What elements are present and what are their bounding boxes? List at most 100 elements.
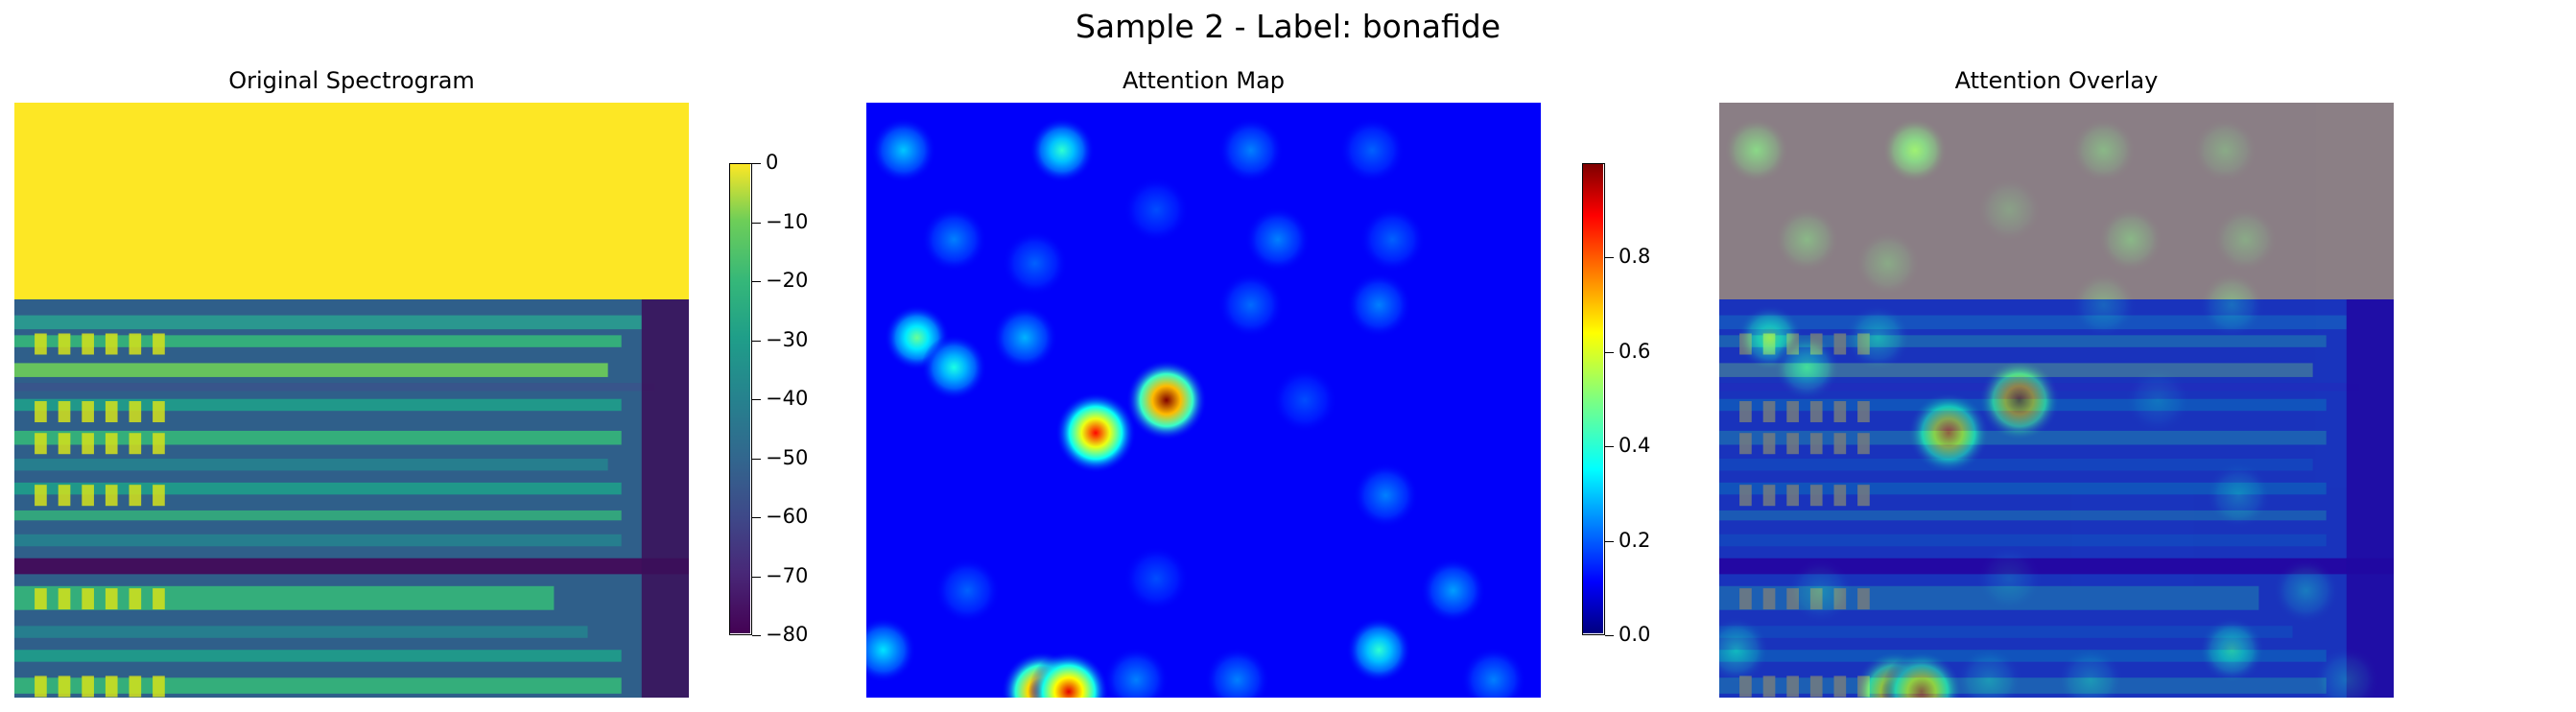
spectrogram-top-band xyxy=(1719,103,2394,299)
attention-hotspot xyxy=(921,206,987,273)
attention-hotspot xyxy=(1908,392,1990,474)
formant-1-0 xyxy=(1739,401,1752,423)
spectrogram-colorbar-tick xyxy=(752,576,761,578)
spectrogram-top-band xyxy=(14,103,689,299)
formant-1-4 xyxy=(129,401,142,423)
spectrogram-colorbar-tick xyxy=(752,222,761,224)
spectrogram-tail xyxy=(641,299,689,698)
attention-hotspot xyxy=(2097,206,2163,273)
formant-2-0 xyxy=(35,433,47,455)
spectrogram-colorbar xyxy=(729,163,752,635)
attention-hotspot xyxy=(2212,206,2279,273)
formant-5-1 xyxy=(58,676,71,698)
attention-colorbar-tick xyxy=(1605,635,1614,636)
attention-hotspot xyxy=(1346,617,1412,683)
attention-hotspot xyxy=(866,617,916,683)
formant-3-0 xyxy=(1739,485,1752,507)
attention-hotspot xyxy=(2192,117,2258,183)
formant-2-5 xyxy=(1857,433,1870,455)
attention-hotspot xyxy=(2070,272,2137,338)
attention-hotspot xyxy=(1217,272,1284,338)
spectrogram-band-2 xyxy=(14,363,608,377)
formant-1-3 xyxy=(105,401,118,423)
formant-2-2 xyxy=(82,433,94,455)
spectrogram-band-13 xyxy=(1719,650,2327,662)
attention-hotspot xyxy=(1353,463,1419,529)
attention-hotspot xyxy=(1723,117,1789,183)
spectrogram-band-5 xyxy=(14,430,622,445)
attention-hotspot xyxy=(1123,177,1190,243)
attention-hotspot xyxy=(1346,272,1412,338)
formant-2-3 xyxy=(1809,433,1823,455)
attention-hotspot xyxy=(1204,647,1270,698)
attention-colorbar-tick-label: 0.0 xyxy=(1619,623,1651,646)
formant-5-5 xyxy=(153,676,165,698)
formant-1-4 xyxy=(1833,401,1847,423)
attention-hotspot xyxy=(1359,206,1426,273)
formant-0-0 xyxy=(35,333,47,355)
spectrogram-band-9 xyxy=(1719,534,2327,547)
attention-hotspot xyxy=(1855,230,1921,297)
formant-1-5 xyxy=(153,401,165,423)
spectrogram-colorbar-tick-label: −70 xyxy=(766,563,809,587)
spectrogram-band-4 xyxy=(14,398,622,412)
attention-hotspot xyxy=(1881,117,1948,183)
formant-1-2 xyxy=(82,401,94,423)
formant-0-1 xyxy=(58,333,71,355)
attention-hotspot xyxy=(921,334,987,400)
formant-5-2 xyxy=(82,676,94,698)
formant-3-5 xyxy=(153,485,165,507)
attention-colorbar-tick-label: 0.8 xyxy=(1619,245,1651,269)
attention-colorbar-tick xyxy=(1605,540,1614,542)
formant-4-0 xyxy=(35,588,47,610)
formant-1-1 xyxy=(1762,401,1776,423)
attention-hotspot xyxy=(2057,647,2123,698)
figure-title: Sample 2 - Label: bonafide xyxy=(1075,8,1501,45)
formant-3-4 xyxy=(129,485,142,507)
attention-hotspot xyxy=(2124,368,2190,433)
formant-2-1 xyxy=(58,433,71,455)
formant-5-0 xyxy=(35,676,47,698)
spectrogram-colorbar-tick xyxy=(752,399,761,400)
attention-hotspot xyxy=(1125,360,1207,440)
attention-hotspot xyxy=(2070,117,2137,183)
formant-3-4 xyxy=(1833,485,1847,507)
formant-5-3 xyxy=(105,676,118,698)
attention-hotspot xyxy=(1103,647,1170,698)
formant-1-1 xyxy=(58,401,71,423)
attention-hotspot xyxy=(1976,546,2043,611)
attention-hotspot xyxy=(1055,392,1137,474)
attention-colorbar-tick xyxy=(1605,446,1614,448)
formant-5-4 xyxy=(1833,676,1847,698)
spectrogram-colorbar-tick xyxy=(752,163,761,164)
attention-hotspot xyxy=(1976,177,2043,243)
spectrogram-band-12 xyxy=(1719,626,2293,638)
spectrogram-colorbar-tick-label: −10 xyxy=(766,209,809,233)
formant-4-5 xyxy=(153,588,165,610)
attention-hotspot xyxy=(1217,117,1284,183)
spectrogram-colorbar-tick xyxy=(752,635,761,636)
formant-3-1 xyxy=(58,485,71,507)
formant-5-1 xyxy=(1762,676,1776,698)
attention-hotspot xyxy=(2313,647,2379,698)
formant-4-1 xyxy=(1762,588,1776,610)
attention-hotspot xyxy=(1774,334,1840,400)
attention-colorbar-tick-label: 0.6 xyxy=(1619,339,1651,363)
spectrogram-band-10 xyxy=(14,558,689,575)
attention-hotspot xyxy=(2199,272,2265,338)
formant-0-4 xyxy=(129,333,142,355)
spectrogram-band-7 xyxy=(14,482,622,495)
formant-4-4 xyxy=(129,588,142,610)
formant-2-3 xyxy=(105,433,118,455)
formant-3-2 xyxy=(1786,485,1799,507)
spectrogram-colorbar-tick xyxy=(752,281,761,282)
formant-2-4 xyxy=(129,433,142,455)
spectrogram-band-9 xyxy=(14,534,622,547)
spectrogram-colorbar-tick-label: −20 xyxy=(766,269,809,292)
formant-2-5 xyxy=(153,433,165,455)
formant-4-5 xyxy=(1857,588,1870,610)
attention-colorbar-tick xyxy=(1605,257,1614,259)
attention-hotspot xyxy=(1002,230,1068,297)
attention-hotspot xyxy=(1271,368,1337,433)
spectrogram-colorbar-tick-label: −60 xyxy=(766,505,809,528)
